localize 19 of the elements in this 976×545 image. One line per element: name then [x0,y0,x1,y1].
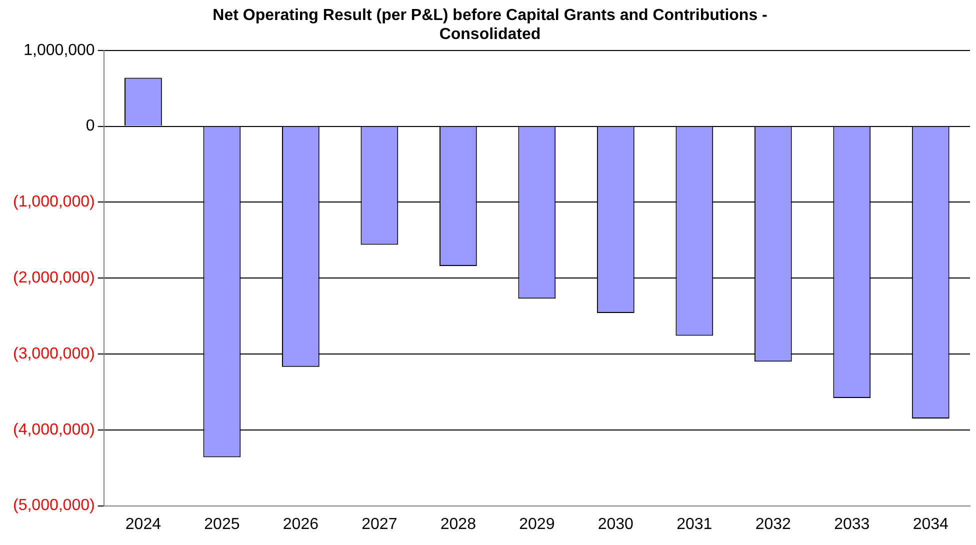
y-tick-label: (1,000,000) [12,194,95,211]
y-tick-label: (2,000,000) [12,270,95,287]
chart-title: Net Operating Result (per P&L) before Capital Grants and Contributions - Consolidated [212,7,768,44]
x-tick-label: 2029 [519,516,555,533]
x-tick-label: 2032 [755,516,792,533]
x-tick-label: 2033 [834,516,870,533]
x-tick-label: 2030 [598,516,634,533]
x-tick-label: 2028 [440,516,476,533]
x-tick-label: 2034 [912,516,949,533]
y-tick-label: (5,000,000) [12,497,95,514]
x-tick-label: 2024 [125,516,162,533]
x-tick-label: 2031 [676,516,712,533]
x-tick-label: 2026 [282,516,319,533]
x-tick-label: 2027 [362,516,398,533]
y-tick-label: (4,000,000) [12,421,95,438]
y-tick-label: (3,000,000) [12,345,95,362]
x-tick-label: 2025 [204,516,240,533]
y-tick-label: 0 [86,118,95,135]
y-tick-label: 1,000,000 [24,42,95,59]
